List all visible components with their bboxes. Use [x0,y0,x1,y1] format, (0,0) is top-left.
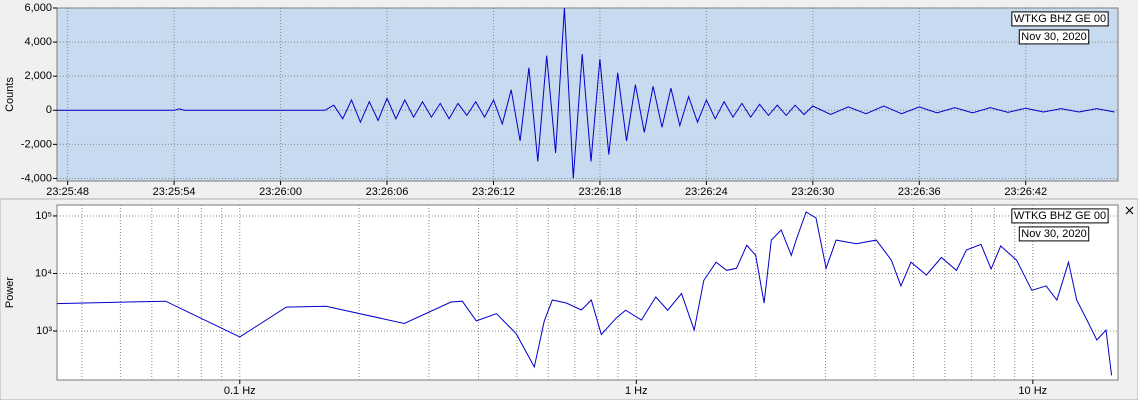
y-tick-label: 10⁵ [35,210,52,222]
x-tick-label: 23:26:06 [366,186,409,198]
x-tick-label: 23:26:24 [685,186,728,198]
y-axis-label: Counts [4,77,16,112]
label-box [1011,11,1109,27]
x-tick-label: 1 Hz [625,385,648,397]
y-axis-label: Power [4,277,16,309]
x-tick-label: 23:26:00 [259,186,302,198]
label-box [1018,29,1090,45]
x-tick-label: 23:25:54 [153,186,196,198]
label-box [1018,226,1090,242]
x-tick-label: 10 Hz [1018,385,1047,397]
y-tick-label: 6,000 [24,2,52,14]
trace [56,211,1113,376]
station-label: WTKG BHZ GE 00 [1014,210,1106,222]
close-button[interactable] [1125,206,1134,215]
y-tick-label: 4,000 [24,36,52,48]
y-tick-label: -2,000 [21,138,52,150]
date-label: Nov 30, 2020 [1021,228,1086,240]
date-label: Nov 30, 2020 [1021,31,1086,43]
plot-area [56,204,1119,381]
trace [57,7,1115,179]
x-tick-label: 23:26:12 [472,186,515,198]
y-tick-label: 2,000 [24,70,52,82]
x-tick-label: 23:25:48 [46,186,89,198]
label-box [1011,208,1109,224]
x-tick-label: 23:26:42 [1004,186,1047,198]
x-tick-label: 23:26:30 [791,186,834,198]
y-tick-label: -4,000 [21,172,52,184]
y-tick-label: 0 [46,104,52,116]
x-tick-label: 23:26:36 [898,186,941,198]
x-tick-label: 0.1 Hz [224,385,256,397]
x-tick-label: 23:26:18 [579,186,622,198]
y-tick-label: 10³ [36,325,52,337]
y-tick-label: 10⁴ [35,267,52,279]
station-label: WTKG BHZ GE 00 [1014,13,1106,25]
plot-area [56,7,1119,182]
